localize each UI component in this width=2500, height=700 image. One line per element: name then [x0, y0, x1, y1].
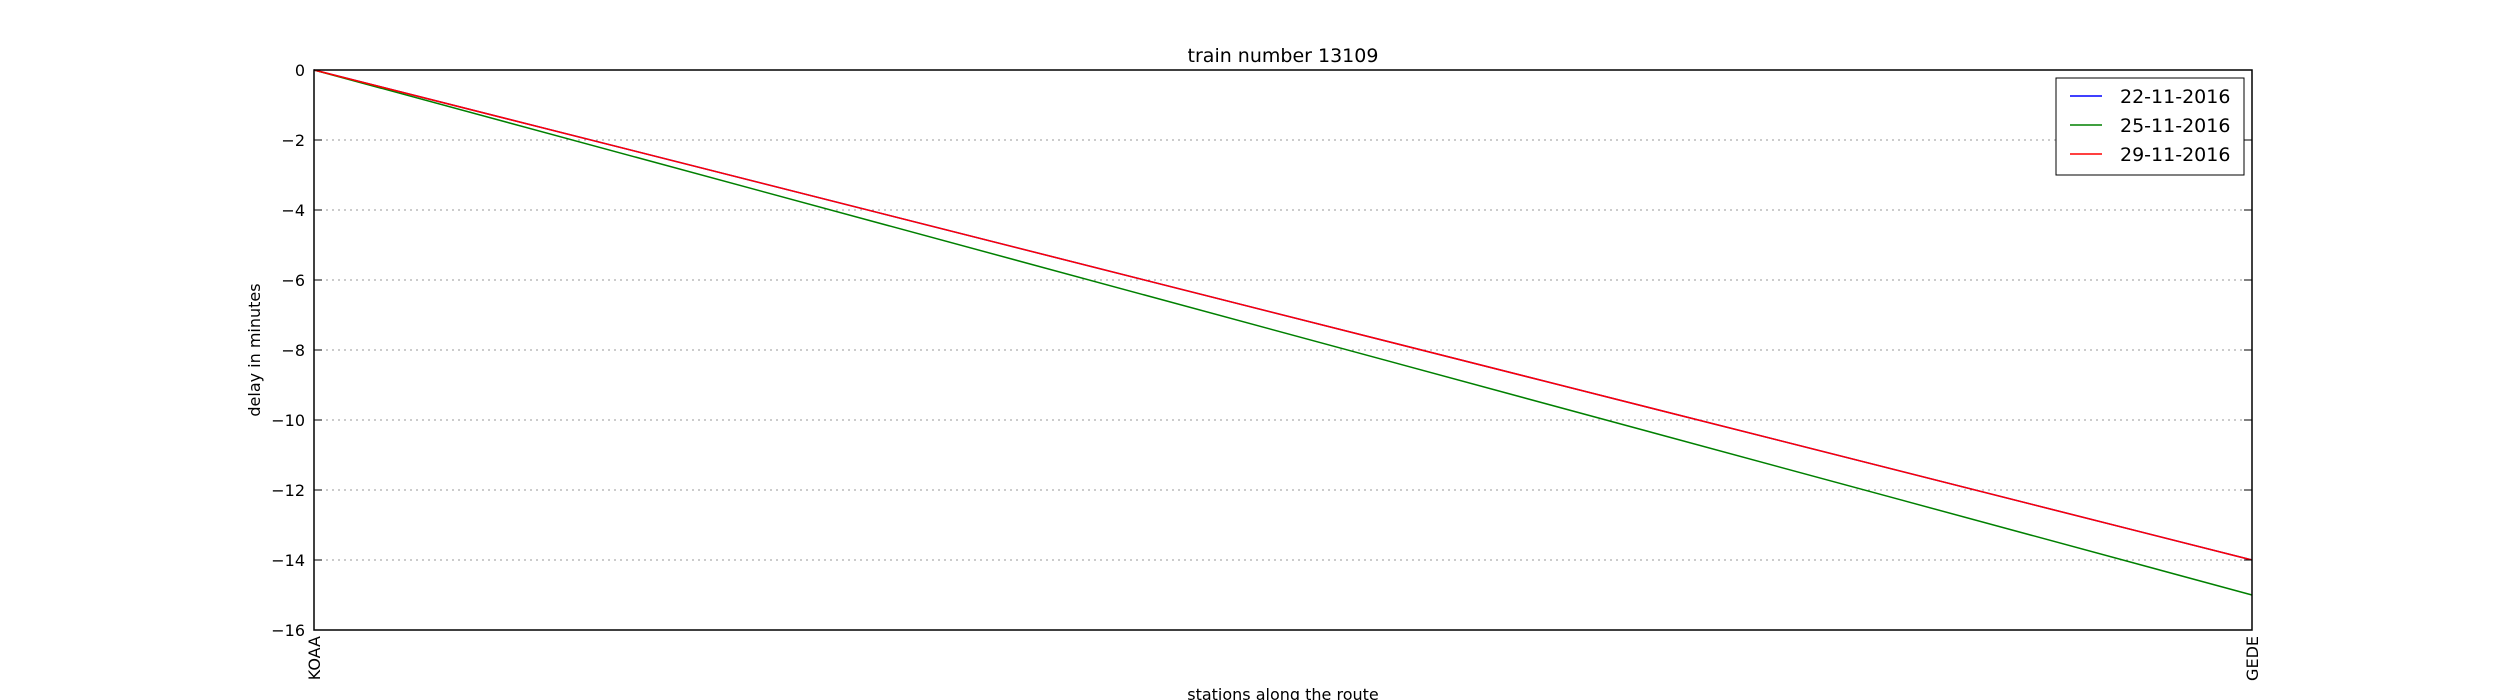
series-lines [313, 69, 2253, 596]
series-line [313, 69, 2253, 561]
x-axis-ticks: KOAA GEDE [305, 70, 2262, 681]
chart-title: train number 13109 [1188, 45, 1379, 67]
x-tick-label: KOAA [305, 636, 324, 680]
y-tick-label: −14 [271, 551, 305, 570]
y-axis-ticks: 0 −2 −4 −6 −8 −10 −12 −14 −16 [271, 61, 2252, 640]
legend-box [2055, 77, 2245, 176]
x-axis-label: stations along the route [1187, 685, 1379, 700]
legend-label: 22-11-2016 [2120, 86, 2230, 108]
grid [314, 139, 2252, 561]
legend-label: 25-11-2016 [2120, 115, 2230, 137]
y-tick-label: −8 [281, 341, 305, 360]
y-tick-label: 0 [295, 61, 305, 80]
x-tick-label: GEDE [2243, 636, 2262, 681]
y-tick-label: −6 [281, 271, 305, 290]
y-tick-label: −2 [281, 131, 305, 150]
series-line [313, 69, 2253, 596]
y-tick-label: −12 [271, 481, 305, 500]
legend-label: 29-11-2016 [2120, 144, 2230, 166]
y-tick-label: −10 [271, 411, 305, 430]
y-tick-label: −16 [271, 621, 305, 640]
y-tick-label: −4 [281, 201, 305, 220]
legend: 22-11-2016 25-11-2016 29-11-2016 [2055, 77, 2245, 176]
y-axis-label: delay in minutes [245, 283, 264, 416]
